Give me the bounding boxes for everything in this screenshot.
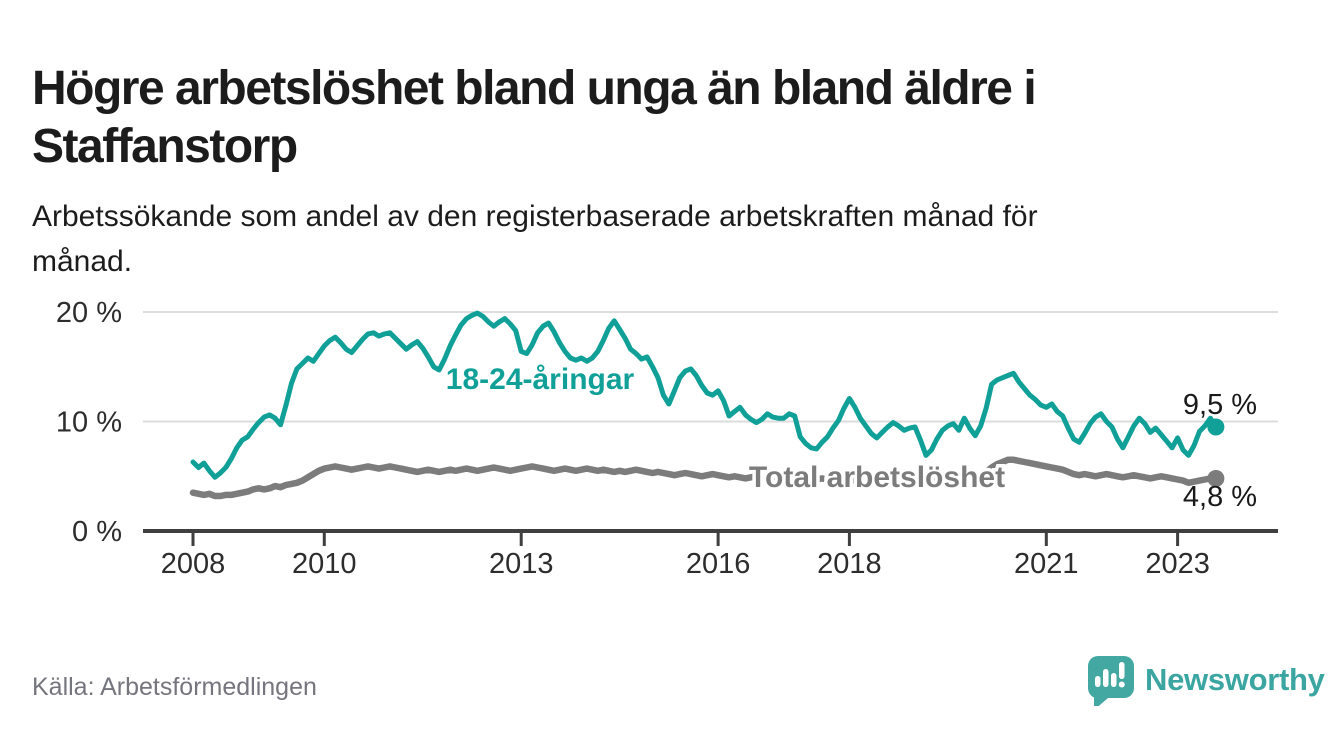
x-tick-label-2021: 2021	[1014, 548, 1079, 580]
x-tick-label-2008: 2008	[161, 548, 226, 580]
series-label-total: Total arbetslöshet	[749, 461, 1005, 494]
chart-subtitle-line-2: månad.	[32, 245, 133, 278]
x-tick-label-2010: 2010	[292, 548, 357, 580]
y-tick-label-20: 20 %	[56, 297, 122, 329]
x-tick-label-2013: 2013	[489, 548, 554, 580]
newsworthy-logo-text: Newsworthy	[1145, 662, 1325, 697]
chart-subtitle-line-1: Arbetssökande som andel av den registerb…	[32, 200, 1038, 233]
y-tick-label-0: 0 %	[72, 516, 122, 548]
series-line-youth	[190, 310, 1219, 480]
end-dot-youth	[1207, 418, 1225, 436]
x-tick-label-2023: 2023	[1145, 548, 1210, 580]
page-title-line-1: Högre arbetslöshet bland unga än bland ä…	[32, 62, 1037, 116]
x-tick-label-2016: 2016	[686, 548, 751, 580]
speech-bubble-shape	[1087, 656, 1134, 706]
end-dot-total	[1207, 469, 1225, 487]
page-title-line-2: Staffanstorp	[32, 120, 298, 174]
exclamation-dot	[1118, 681, 1125, 688]
bar-3	[1111, 673, 1117, 687]
exclamation-bar	[1119, 662, 1125, 679]
series-label-youth: 18-24-åringar	[446, 363, 635, 396]
end-value-label-youth: 9,5 %	[1183, 389, 1257, 421]
source-note: Källa: Arbetsförmedlingen	[32, 673, 317, 701]
newsworthy-logo: Newsworthy	[1086, 654, 1325, 706]
newsworthy-logo-icon	[1087, 656, 1134, 706]
x-tick-label-2018: 2018	[817, 548, 882, 580]
bar-2	[1103, 669, 1109, 687]
chart-subtitle: Arbetssökande som andel av den registerb…	[32, 194, 1272, 284]
y-tick-label-10: 10 %	[56, 407, 122, 439]
page-title: Högre arbetslöshet bland unga än bland ä…	[32, 60, 1312, 176]
bar-1	[1095, 676, 1101, 687]
end-value-label-total: 4,8 %	[1183, 481, 1257, 513]
series-line-total	[189, 456, 1220, 500]
